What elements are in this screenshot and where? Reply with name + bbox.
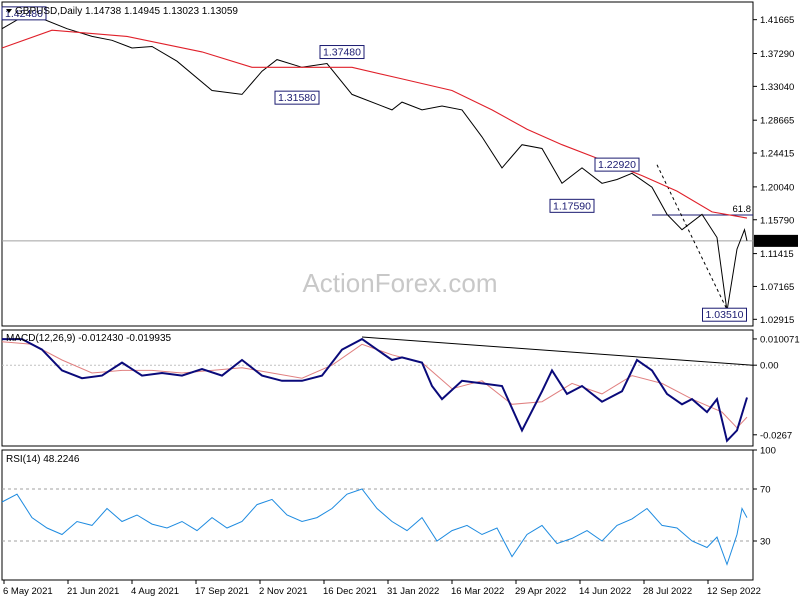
rsi-title: RSI(14) 48.2246 (6, 454, 80, 465)
macd-trendline (361, 336, 754, 366)
price-series-line (1, 16, 748, 311)
y-tick-label: 1.24415 (760, 149, 794, 160)
x-tick-label: 28 Jul 2022 (643, 586, 692, 597)
y-tick-label: 1.41665 (760, 15, 794, 26)
price-annotation-label: 1.37480 (323, 47, 361, 59)
y-tick-label: 1.11415 (760, 249, 794, 260)
rsi-pane-frame (1, 449, 754, 581)
price-annotation-box (274, 90, 320, 105)
y-tick-label: 1.15790 (760, 215, 794, 226)
x-tick-label: 6 May 2021 (3, 586, 53, 597)
y-tick-label: 1.07165 (760, 282, 794, 293)
fib-618-label: 61.8 (733, 204, 752, 215)
rsi-y-tick-label: 30 (760, 537, 771, 548)
dropdown-arrow-icon (6, 9, 12, 13)
projection-dashed-line (656, 164, 730, 316)
macd-title: MACD(12,26,9) -0.012430 -0.019935 (6, 333, 172, 344)
macd-y-tick-label: 0.010071 (760, 334, 800, 345)
price-annotation-label: 1.03510 (706, 309, 744, 321)
x-tick-label: 31 Jan 2022 (387, 586, 439, 597)
price-annotation-label: 1.17590 (553, 200, 591, 212)
price-annotation-box (1, 6, 47, 21)
price-annotation-box (594, 157, 640, 172)
current-price-badge (754, 234, 798, 247)
price-annotation-label: 1.22920 (598, 159, 636, 171)
macd-pane-frame (1, 329, 754, 447)
x-tick-label: 12 Sep 2022 (707, 586, 761, 597)
main-pane-frame (1, 1, 754, 327)
x-tick-label: 16 Mar 2022 (451, 586, 504, 597)
current-price-value: 1.13059 (757, 236, 791, 247)
y-tick-label: 1.33040 (760, 82, 794, 93)
watermark-text: ActionForex.com (302, 268, 497, 298)
rsi-y-tick-label: 70 (760, 485, 771, 496)
x-tick-label: 14 Jun 2022 (579, 586, 631, 597)
y-tick-label: 1.20040 (760, 182, 794, 193)
macd-line (2, 337, 748, 443)
x-tick-label: 16 Dec 2021 (323, 586, 377, 597)
x-tick-label: 2 Nov 2021 (259, 586, 308, 597)
macd-signal-line (1, 341, 748, 429)
rsi-y-tick-label: 100 (760, 446, 776, 457)
rsi-line (1, 488, 748, 566)
x-tick-label: 17 Sep 2021 (195, 586, 249, 597)
chart-title: GBPUSD,Daily 1.14738 1.14945 1.13023 1.1… (15, 6, 238, 17)
macd-y-tick-label: 0.00 (760, 361, 779, 372)
x-tick-label: 29 Apr 2022 (515, 586, 566, 597)
x-tick-label: 21 Jun 2021 (67, 586, 119, 597)
price-annotation-box (702, 307, 747, 322)
price-annotation-label: 1.31580 (278, 92, 316, 104)
macd-y-tick-label: -0.0267 (760, 430, 792, 441)
x-tick-label: 4 Aug 2021 (131, 586, 179, 597)
price-annotation-label: 1.42480 (5, 8, 43, 20)
moving-average-line (1, 29, 748, 219)
price-annotation-box (549, 198, 595, 213)
y-tick-label: 1.37290 (760, 49, 794, 60)
price-annotation-box (319, 45, 365, 60)
y-tick-label: 1.02915 (760, 315, 794, 326)
y-tick-label: 1.28665 (760, 116, 794, 127)
